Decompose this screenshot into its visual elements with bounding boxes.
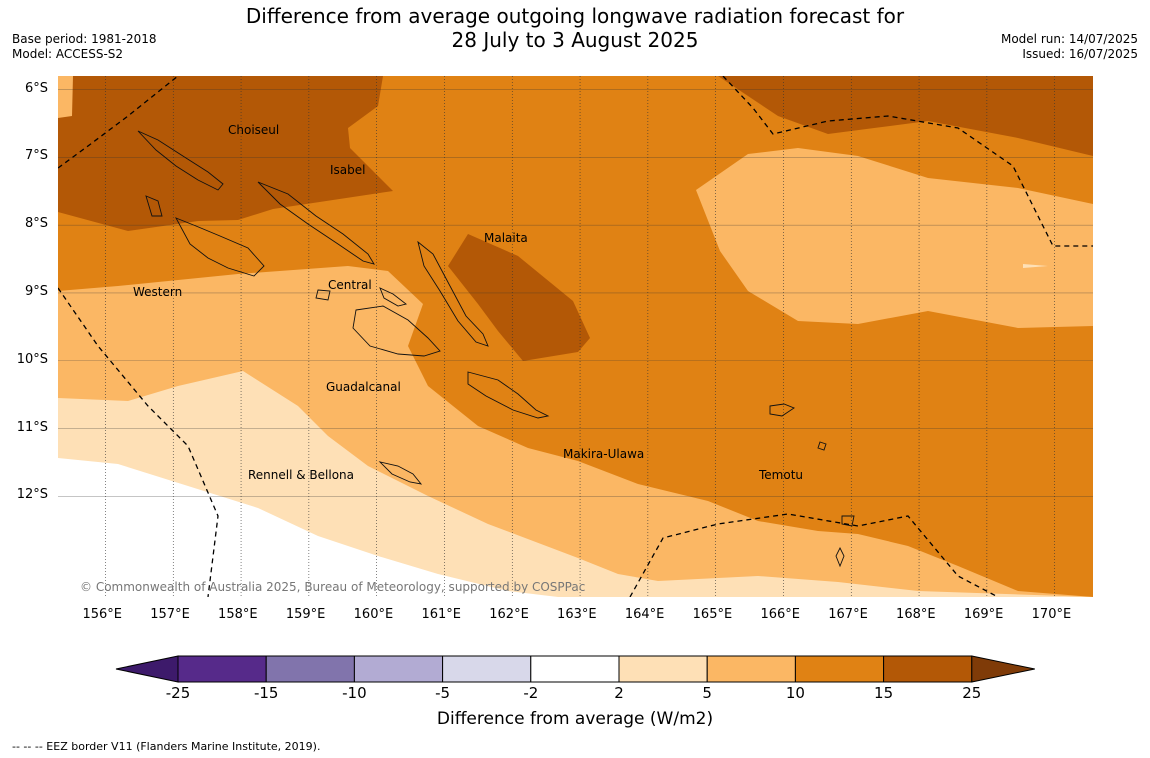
colorbar-tick-label: 5 xyxy=(702,684,712,702)
shade-5-10-corner xyxy=(58,76,73,118)
label-malaita: Malaita xyxy=(484,231,528,245)
small-island-c xyxy=(817,441,827,451)
small-island-a xyxy=(835,546,845,568)
colorbar-extend-high xyxy=(971,655,1035,683)
model-name: Model: ACCESS-S2 xyxy=(12,47,124,61)
lon-label: 167°E xyxy=(828,607,868,622)
label-makira-ulawa: Makira-Ulawa xyxy=(563,447,644,461)
lat-label: 11°S xyxy=(16,419,48,435)
shade-2-5-sliver xyxy=(1023,264,1048,268)
colorbar-swatch xyxy=(618,655,708,683)
eez-border-north xyxy=(722,76,1093,247)
colorbar-title: Difference from average (W/m2) xyxy=(436,709,714,729)
small-island-d xyxy=(145,195,163,217)
lat-label: 10°S xyxy=(16,351,48,367)
label-western: Western xyxy=(133,285,182,299)
rennell-island xyxy=(378,461,423,485)
choiseul-island xyxy=(137,130,224,191)
colorbar-swatch xyxy=(883,655,973,683)
small-island-b xyxy=(841,515,855,527)
lon-label: 156°E xyxy=(82,607,122,622)
title-line-2: 28 July to 3 August 2025 xyxy=(451,28,699,52)
label-choiseul: Choiseul xyxy=(228,123,279,137)
eez-legend: -- -- -- EEZ border V11 (Flanders Marine… xyxy=(12,740,321,753)
colorbar-swatch xyxy=(353,655,444,683)
base-period: Base period: 1981-2018 xyxy=(12,32,157,46)
colorbar-tick-label: 15 xyxy=(874,684,894,702)
lon-label: 158°E xyxy=(218,607,258,622)
eez-border-south xyxy=(629,513,999,597)
makira-island xyxy=(467,371,550,419)
islands xyxy=(137,130,855,568)
lon-label: 165°E xyxy=(692,607,733,622)
lon-label: 157°E xyxy=(150,607,190,622)
graticule xyxy=(58,76,1093,597)
colorbar-tick-label: 2 xyxy=(614,684,624,702)
lat-label: 12°S xyxy=(16,487,48,503)
lon-label: 166°E xyxy=(760,607,800,622)
label-temotu: Temotu xyxy=(758,468,803,482)
colorbar-swatch xyxy=(442,655,532,683)
label-rennell-bellona: Rennell & Bellona xyxy=(248,468,354,482)
label-isabel: Isabel xyxy=(330,163,365,177)
colorbar-extend-low xyxy=(115,655,179,683)
colorbar-swatch xyxy=(530,655,620,683)
olr-anomaly-map: Choiseul Isabel Malaita Western Central … xyxy=(58,76,1093,597)
colorbar-tick-label: -25 xyxy=(165,684,191,702)
malaita-island xyxy=(417,240,489,347)
small-island-e xyxy=(315,289,331,301)
eez-border-southwest xyxy=(58,287,219,597)
colorbar-tick-label: -5 xyxy=(435,684,451,702)
eez-borders xyxy=(58,76,1093,597)
shade-5-10-east xyxy=(696,148,1093,328)
shade-15-25-ne xyxy=(718,76,1093,156)
colorbar-swatch xyxy=(794,655,885,683)
eez-border-west xyxy=(58,76,179,169)
title-line-1: Difference from average outgoing longwav… xyxy=(245,4,905,28)
lat-label: 6°S xyxy=(24,80,48,96)
lon-label: 161°E xyxy=(421,607,461,622)
label-central: Central xyxy=(328,278,372,292)
colorbar-swatch xyxy=(706,655,796,683)
colorbar-swatch xyxy=(265,655,355,683)
isabel-island xyxy=(257,181,375,265)
lon-label: 159°E xyxy=(285,607,326,622)
santa-cruz-island xyxy=(769,403,795,417)
lat-label: 7°S xyxy=(24,148,48,164)
colorbar-swatch xyxy=(177,655,267,683)
label-guadalcanal: Guadalcanal xyxy=(326,380,401,394)
model-run: Model run: 14/07/2025 xyxy=(1000,32,1138,46)
copyright-notice: © Commonwealth of Australia 2025, Bureau… xyxy=(80,580,585,594)
lat-label: 9°S xyxy=(24,283,48,299)
small-island-f xyxy=(379,287,408,307)
lon-label: 160°E xyxy=(353,607,394,622)
colorbar-tick-label: 10 xyxy=(785,684,805,702)
colorbar-tick-label: -10 xyxy=(342,684,367,702)
shade-minus2-2 xyxy=(58,458,558,597)
shade-15-25-nw xyxy=(58,76,393,231)
issued-date: Issued: 16/07/2025 xyxy=(1022,47,1138,61)
lon-label: 170°E xyxy=(1031,607,1072,622)
lon-label: 168°E xyxy=(896,607,936,622)
colorbar-swatches xyxy=(115,655,1035,683)
lat-label: 8°S xyxy=(24,216,48,232)
lon-label: 163°E xyxy=(557,607,597,622)
colorbar-tick-label: 25 xyxy=(962,684,982,702)
lon-label: 162°E xyxy=(489,607,529,622)
shade-15-25-malaita xyxy=(448,234,590,361)
colorbar-tick-label: -2 xyxy=(523,684,539,702)
guadalcanal-island xyxy=(352,305,441,357)
lon-label: 164°E xyxy=(624,607,665,622)
new-georgia-island xyxy=(175,217,265,277)
colorbar-tick-label: -15 xyxy=(253,684,279,702)
lon-label: 169°E xyxy=(963,607,1004,622)
